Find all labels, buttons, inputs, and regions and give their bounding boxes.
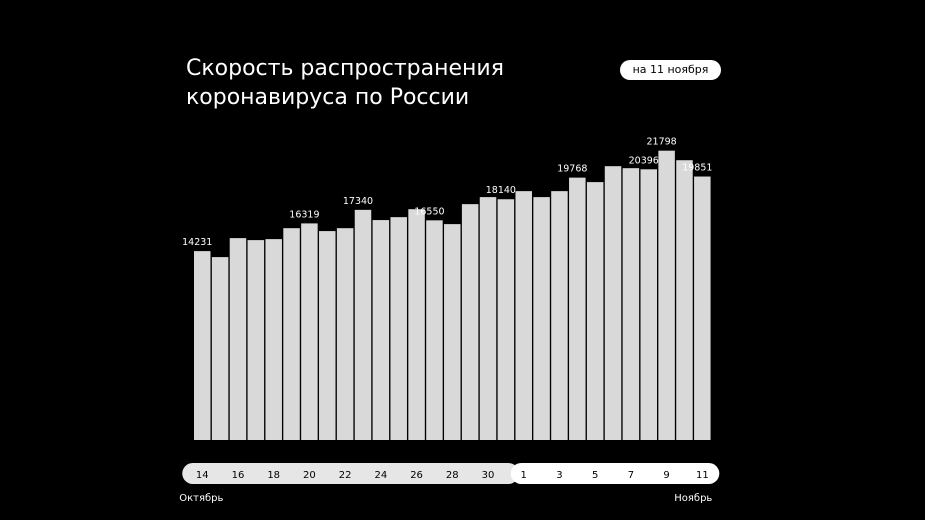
bar xyxy=(694,176,711,441)
bar xyxy=(247,240,265,440)
value-label: 19851 xyxy=(682,163,712,174)
x-tick-label: 11 xyxy=(696,470,709,481)
value-label: 18140 xyxy=(486,185,516,196)
value-label: 19768 xyxy=(557,164,587,175)
bar xyxy=(211,257,229,440)
bar xyxy=(372,220,390,440)
chart-title: Скорость распространения коронавируса по… xyxy=(186,56,504,110)
x-tick-label: 28 xyxy=(446,470,459,481)
bar xyxy=(640,169,657,440)
x-tick-label: 18 xyxy=(267,470,280,481)
x-tick-label: 3 xyxy=(556,470,562,481)
bar xyxy=(194,251,211,440)
bar xyxy=(265,239,282,440)
bar xyxy=(283,228,300,440)
x-tick-label: 9 xyxy=(663,470,669,481)
value-label: 16550 xyxy=(414,206,444,217)
value-label: 14231 xyxy=(182,237,212,248)
bar xyxy=(586,182,604,441)
bar xyxy=(676,160,693,440)
bar xyxy=(658,150,675,440)
month-pill xyxy=(510,463,720,484)
bar xyxy=(390,217,407,440)
bar xyxy=(444,224,461,440)
bar xyxy=(461,204,479,440)
bar xyxy=(336,228,354,440)
value-label: 16319 xyxy=(289,209,319,220)
bar xyxy=(533,197,550,440)
date-badge: на 11 ноября xyxy=(620,60,721,80)
bar xyxy=(408,209,425,440)
bar xyxy=(622,168,640,440)
bar xyxy=(497,199,515,440)
bar xyxy=(515,191,532,440)
bar xyxy=(426,220,443,440)
x-tick-label: 26 xyxy=(410,470,423,481)
bar xyxy=(479,197,497,440)
x-tick-label: 30 xyxy=(482,470,495,481)
x-tick-label: 1 xyxy=(521,470,527,481)
month-pill xyxy=(182,463,519,484)
bar xyxy=(319,231,336,440)
bar xyxy=(569,177,586,440)
bar xyxy=(229,238,247,440)
month-label: Октябрь xyxy=(179,493,223,504)
value-label: 17340 xyxy=(343,196,373,207)
bar xyxy=(354,209,372,440)
bar xyxy=(604,166,622,440)
x-tick-label: 20 xyxy=(303,470,316,481)
x-tick-label: 5 xyxy=(592,470,598,481)
bar xyxy=(551,191,568,440)
value-label: 21798 xyxy=(646,137,676,148)
x-tick-label: 22 xyxy=(339,470,352,481)
month-label: Ноябрь xyxy=(674,493,712,504)
value-label: 20396 xyxy=(629,155,659,166)
bar xyxy=(301,223,318,440)
x-tick-label: 7 xyxy=(628,470,634,481)
x-tick-label: 16 xyxy=(232,470,245,481)
x-tick-label: 24 xyxy=(374,470,387,481)
x-tick-label: 14 xyxy=(196,470,209,481)
